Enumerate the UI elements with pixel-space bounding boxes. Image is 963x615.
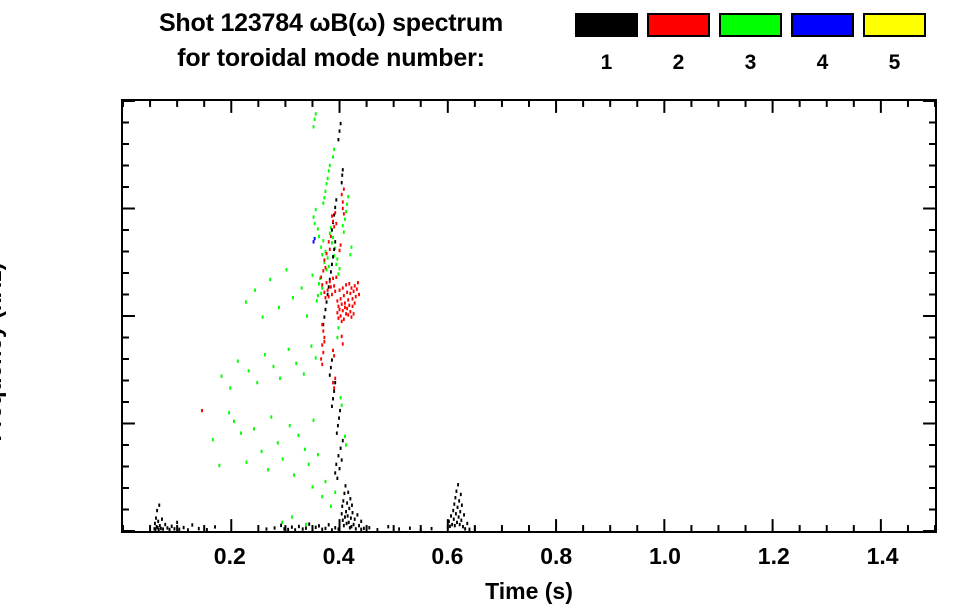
legend-item-4[interactable]: 4 bbox=[791, 13, 854, 75]
legend: 1 2 3 4 5 bbox=[575, 13, 960, 88]
legend-swatch-4 bbox=[791, 13, 854, 37]
x-tick-label: 0.2 bbox=[213, 543, 246, 569]
legend-label-2: 2 bbox=[672, 51, 685, 74]
axis-ticks bbox=[123, 101, 935, 531]
x-axis-label: Time (s) bbox=[485, 578, 573, 604]
legend-swatch-1 bbox=[575, 13, 638, 37]
title-line-2: for toroidal mode number: bbox=[177, 44, 485, 72]
legend-swatch-3 bbox=[719, 13, 782, 37]
legend-item-5[interactable]: 5 bbox=[863, 13, 926, 75]
series-1 bbox=[153, 121, 476, 531]
scatter-canvas bbox=[123, 101, 935, 531]
y-axis-label: Frequency (kHz) bbox=[0, 262, 6, 442]
title-line-1: Shot 123784 ωB(ω) spectrum bbox=[158, 9, 504, 37]
legend-label-1: 1 bbox=[600, 51, 613, 74]
series-4 bbox=[312, 236, 316, 244]
plot-area bbox=[121, 99, 937, 533]
legend-label-4: 4 bbox=[816, 51, 829, 74]
x-tick-label: 0.4 bbox=[322, 543, 355, 569]
legend-label-5: 5 bbox=[888, 51, 901, 74]
x-tick-label: 0.8 bbox=[540, 543, 573, 569]
legend-label-3: 3 bbox=[744, 51, 757, 74]
legend-item-2[interactable]: 2 bbox=[647, 13, 710, 75]
x-tick-label: 1.2 bbox=[757, 543, 790, 569]
legend-swatch-2 bbox=[647, 13, 710, 37]
legend-swatch-5 bbox=[863, 13, 926, 37]
page-title: Shot 123784 ωB(ω) spectrum for toroidal … bbox=[96, 6, 566, 76]
x-tick-label: 1.4 bbox=[866, 543, 899, 569]
x-tick-label: 1.0 bbox=[649, 543, 681, 569]
legend-item-3[interactable]: 3 bbox=[719, 13, 782, 75]
legend-item-1[interactable]: 1 bbox=[575, 13, 638, 75]
series-2 bbox=[201, 187, 360, 413]
series-3 bbox=[211, 112, 353, 527]
x-tick-label: 0.6 bbox=[431, 543, 464, 569]
